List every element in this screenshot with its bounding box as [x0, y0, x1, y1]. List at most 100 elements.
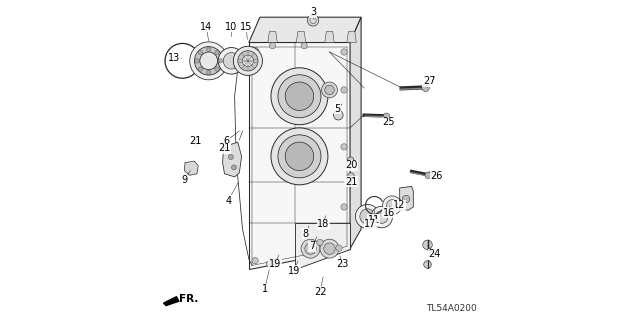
Text: 16: 16 — [383, 208, 395, 218]
Polygon shape — [249, 17, 361, 42]
Circle shape — [333, 110, 343, 120]
Text: 26: 26 — [430, 171, 442, 181]
Text: 20: 20 — [346, 160, 358, 170]
Polygon shape — [268, 32, 277, 42]
Circle shape — [242, 55, 253, 67]
Polygon shape — [294, 223, 350, 269]
Text: TL54A0200: TL54A0200 — [426, 304, 477, 313]
Text: 13: 13 — [168, 53, 180, 63]
Polygon shape — [347, 32, 356, 42]
Circle shape — [341, 144, 347, 150]
Circle shape — [305, 243, 316, 254]
Text: 15: 15 — [240, 22, 253, 32]
Circle shape — [234, 46, 262, 75]
Circle shape — [218, 59, 223, 63]
Circle shape — [341, 204, 347, 210]
Text: 24: 24 — [428, 249, 441, 259]
Circle shape — [218, 48, 244, 74]
Circle shape — [266, 261, 273, 267]
Circle shape — [424, 261, 431, 268]
Circle shape — [285, 142, 314, 171]
Circle shape — [371, 206, 392, 228]
Text: 17: 17 — [364, 219, 377, 229]
Circle shape — [228, 154, 234, 160]
Polygon shape — [296, 32, 306, 42]
Text: 22: 22 — [314, 287, 326, 297]
Text: 21: 21 — [345, 177, 357, 187]
Circle shape — [271, 68, 328, 125]
Text: 7: 7 — [309, 241, 316, 251]
Text: 21: 21 — [189, 136, 201, 146]
Circle shape — [238, 51, 258, 71]
Circle shape — [360, 209, 375, 224]
Polygon shape — [184, 161, 198, 175]
Circle shape — [189, 42, 228, 80]
Circle shape — [307, 15, 319, 26]
Text: 5: 5 — [334, 104, 340, 114]
Circle shape — [387, 200, 398, 211]
Circle shape — [223, 53, 239, 69]
Polygon shape — [324, 32, 334, 42]
Circle shape — [222, 142, 228, 148]
Text: FR.: FR. — [179, 293, 198, 304]
Text: 19: 19 — [288, 266, 300, 276]
Circle shape — [317, 239, 323, 246]
Circle shape — [402, 195, 410, 203]
Circle shape — [207, 47, 211, 51]
Circle shape — [321, 82, 337, 98]
Circle shape — [252, 257, 259, 264]
Circle shape — [375, 211, 388, 223]
Circle shape — [425, 172, 431, 178]
Text: 3: 3 — [310, 7, 316, 18]
Text: 25: 25 — [383, 117, 395, 127]
Text: 18: 18 — [317, 219, 330, 229]
Circle shape — [301, 239, 320, 258]
Text: 27: 27 — [423, 76, 435, 86]
Text: 12: 12 — [393, 200, 405, 210]
Circle shape — [278, 135, 321, 178]
Text: 9: 9 — [182, 175, 188, 185]
Circle shape — [355, 204, 380, 228]
Text: 11: 11 — [367, 215, 380, 225]
Circle shape — [383, 196, 401, 215]
Circle shape — [383, 113, 390, 119]
Text: 1: 1 — [262, 284, 268, 294]
Circle shape — [195, 59, 199, 63]
Text: 10: 10 — [225, 22, 237, 32]
Circle shape — [348, 157, 354, 163]
Polygon shape — [350, 17, 361, 249]
Circle shape — [301, 42, 307, 49]
Circle shape — [195, 47, 223, 75]
Circle shape — [215, 67, 219, 71]
Circle shape — [252, 47, 259, 54]
Circle shape — [200, 52, 218, 70]
Circle shape — [422, 84, 429, 92]
Circle shape — [320, 239, 339, 258]
Text: 19: 19 — [269, 259, 281, 270]
Polygon shape — [164, 297, 179, 306]
Circle shape — [423, 240, 432, 250]
Text: 23: 23 — [337, 259, 349, 270]
Text: 8: 8 — [303, 229, 309, 239]
Circle shape — [324, 85, 334, 95]
Circle shape — [271, 128, 328, 185]
Circle shape — [207, 70, 211, 75]
Circle shape — [324, 243, 335, 254]
Circle shape — [285, 82, 314, 110]
Circle shape — [336, 245, 342, 251]
Circle shape — [269, 42, 276, 49]
Circle shape — [193, 137, 199, 144]
Text: 14: 14 — [200, 22, 212, 32]
Circle shape — [198, 50, 203, 55]
Polygon shape — [249, 42, 350, 269]
Polygon shape — [400, 186, 413, 210]
Circle shape — [348, 173, 354, 179]
Circle shape — [232, 165, 237, 170]
Text: 21: 21 — [218, 144, 230, 153]
Text: 4: 4 — [225, 196, 231, 206]
Text: 6: 6 — [223, 136, 230, 145]
Circle shape — [278, 75, 321, 118]
Circle shape — [198, 67, 203, 71]
Circle shape — [215, 50, 219, 55]
Polygon shape — [223, 142, 241, 177]
